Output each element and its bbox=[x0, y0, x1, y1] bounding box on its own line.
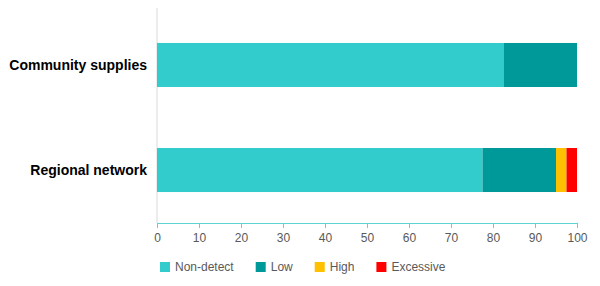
tick-label: 100 bbox=[567, 231, 587, 245]
chart: 0 10 20 30 40 50 60 70 80 90 100 Community supplies… bbox=[0, 0, 600, 286]
tick-label: 90 bbox=[529, 231, 543, 245]
tick-mark bbox=[535, 223, 536, 228]
bar-segment bbox=[504, 43, 578, 87]
tick-label: 20 bbox=[235, 231, 249, 245]
tick-mark bbox=[283, 223, 284, 228]
legend-label: Low bbox=[271, 260, 293, 274]
bar-segment bbox=[556, 148, 567, 192]
legend-swatch bbox=[315, 262, 325, 272]
tick: 60 bbox=[403, 223, 417, 245]
tick-mark bbox=[409, 223, 410, 228]
tick-mark bbox=[451, 223, 452, 228]
legend-label: Non-detect bbox=[175, 260, 234, 274]
category-label: Regional network bbox=[30, 162, 147, 178]
legend-label: High bbox=[330, 260, 355, 274]
tick-mark bbox=[199, 223, 200, 228]
tick: 90 bbox=[529, 223, 543, 245]
bar-segment bbox=[157, 43, 504, 87]
tick-label: 0 bbox=[154, 231, 161, 245]
y-axis: Community supplies Regional network bbox=[9, 57, 147, 178]
category-label: Community supplies bbox=[9, 57, 147, 73]
tick: 30 bbox=[277, 223, 291, 245]
tick: 0 bbox=[154, 223, 161, 245]
tick-mark bbox=[367, 223, 368, 228]
legend-swatch bbox=[376, 262, 386, 272]
tick: 70 bbox=[445, 223, 459, 245]
tick-label: 50 bbox=[361, 231, 375, 245]
tick-mark bbox=[577, 223, 578, 228]
tick: 50 bbox=[361, 223, 375, 245]
bars bbox=[157, 43, 577, 192]
bar-segment bbox=[577, 43, 578, 87]
legend-swatch bbox=[160, 262, 170, 272]
tick-mark bbox=[325, 223, 326, 228]
tick-label: 10 bbox=[193, 231, 207, 245]
bar-segment bbox=[567, 148, 578, 192]
tick-mark bbox=[241, 223, 242, 228]
x-axis: 0 10 20 30 40 50 60 70 80 90 100 bbox=[154, 223, 588, 245]
legend-swatch bbox=[256, 262, 266, 272]
bar-segment bbox=[577, 43, 578, 87]
bar-segment bbox=[157, 148, 483, 192]
tick-mark bbox=[157, 223, 158, 228]
tick: 10 bbox=[193, 223, 207, 245]
tick: 80 bbox=[487, 223, 501, 245]
tick-mark bbox=[493, 223, 494, 228]
tick-label: 30 bbox=[277, 231, 291, 245]
tick-label: 80 bbox=[487, 231, 501, 245]
tick-label: 40 bbox=[319, 231, 333, 245]
tick: 100 bbox=[567, 223, 587, 245]
legend: Non-detect Low High Excessive bbox=[160, 260, 446, 274]
bar-segment bbox=[483, 148, 557, 192]
legend-label: Excessive bbox=[391, 260, 445, 274]
tick-label: 60 bbox=[403, 231, 417, 245]
tick-label: 70 bbox=[445, 231, 459, 245]
tick: 20 bbox=[235, 223, 249, 245]
tick: 40 bbox=[319, 223, 333, 245]
